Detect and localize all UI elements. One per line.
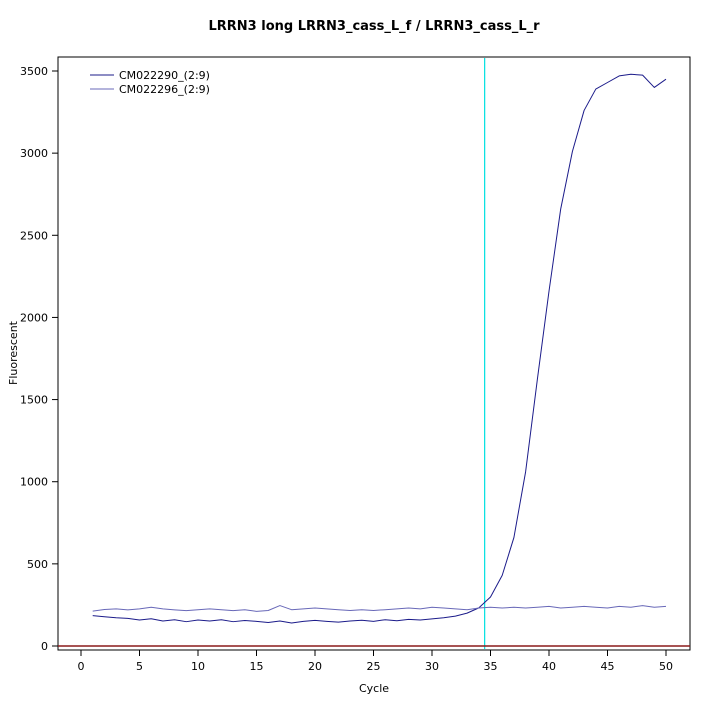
x-tick-label: 10 [191, 660, 205, 673]
x-tick-label: 25 [367, 660, 381, 673]
plot-border [57, 56, 691, 651]
y-tick-label: 2500 [20, 229, 48, 242]
x-tick-label: 40 [542, 660, 556, 673]
legend-label-1: CM022290_(2:9) [119, 69, 210, 82]
x-tick-label: 45 [601, 660, 615, 673]
x-axis-label: Cycle [359, 682, 389, 695]
y-tick-label: 500 [27, 558, 48, 571]
chart-layer: 0 5 10 15 20 25 30 35 40 45 5005001000150020002500… [20, 56, 691, 673]
x-tick-label: 50 [659, 660, 673, 673]
y-tick-label: 3000 [20, 147, 48, 160]
y-tick-label: 2000 [20, 311, 48, 324]
x-tick-label: 15 [250, 660, 264, 673]
x-tick-label: 0 [78, 660, 85, 673]
chart-title: LRRN3 long LRRN3_cass_L_f / LRRN3_cass_L… [208, 19, 540, 34]
x-tick-label: 30 [425, 660, 439, 673]
x-tick-label: 5 [136, 660, 143, 673]
y-tick-label: 0 [41, 640, 48, 653]
y-tick-label: 1000 [20, 476, 48, 489]
y-axis-label: Fluorescent [7, 320, 20, 385]
y-tick-label: 3500 [20, 65, 48, 78]
x-tick-label: 35 [484, 660, 498, 673]
series-line-2 [92, 605, 667, 612]
y-tick-label: 1500 [20, 394, 48, 407]
series-line-1 [92, 73, 667, 624]
legend-label-2: CM022296_(2:9) [119, 83, 210, 96]
x-tick-label: 20 [308, 660, 322, 673]
